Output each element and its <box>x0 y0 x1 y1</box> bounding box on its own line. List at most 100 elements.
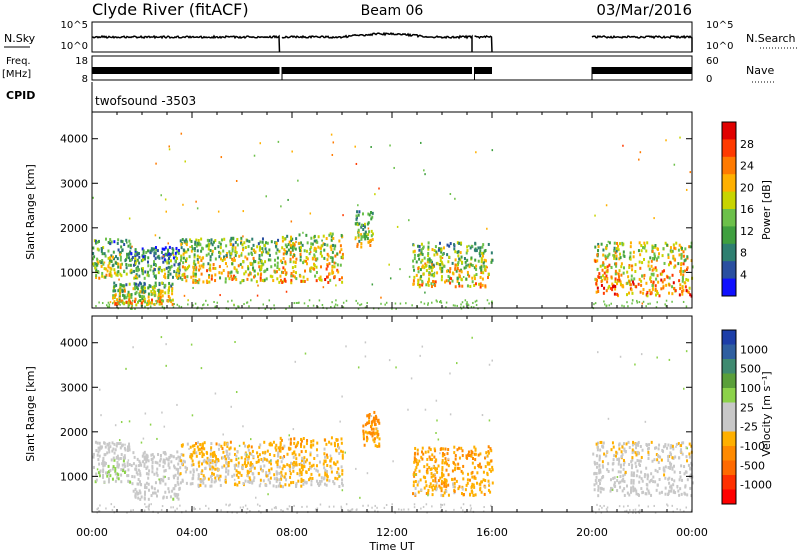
rti-cell <box>635 465 638 469</box>
rti-cell <box>664 241 667 245</box>
rti-cell <box>442 246 445 250</box>
y-tick-label: 3000 <box>60 177 88 190</box>
rti-cell <box>140 282 143 286</box>
rti-cell <box>372 418 375 422</box>
rti-nearrange <box>105 507 107 510</box>
rti-cell <box>471 276 474 280</box>
rti-cell <box>153 274 156 278</box>
rti-cell <box>630 264 633 268</box>
rti-cell <box>145 250 148 254</box>
rti-cell <box>191 247 194 251</box>
rti-cell <box>491 481 494 485</box>
rti-cell <box>106 269 109 273</box>
rti-cell <box>182 459 185 463</box>
rti-cell <box>177 251 180 255</box>
rti-cell <box>253 275 256 279</box>
rti-cell <box>431 266 434 270</box>
rti-cell <box>214 257 217 261</box>
rti-cell <box>333 247 336 251</box>
rti-cell <box>216 474 219 478</box>
rti-cell <box>656 291 659 295</box>
rti-cell <box>290 274 293 278</box>
rti-cell <box>147 274 150 278</box>
rti-cell <box>686 493 689 497</box>
rti-cell <box>185 250 188 254</box>
rti-cell <box>602 441 605 445</box>
rti-cell <box>434 245 437 249</box>
rti-cell <box>305 480 308 484</box>
rti-cell <box>484 465 487 469</box>
rti-cell <box>300 439 303 443</box>
rti-cell <box>248 451 251 455</box>
rti-cell <box>484 479 487 483</box>
rti-nearrange <box>134 307 136 310</box>
rti-cell <box>209 452 212 456</box>
x-axis-labels: 00:00 04:00 08:00 12:00 16:00 20:00 00:00 <box>76 526 708 539</box>
rti-cell <box>164 272 167 276</box>
rti-cell <box>663 469 666 473</box>
rti-cell <box>682 254 685 258</box>
rti-scatter <box>219 294 221 297</box>
rti-cell <box>432 279 435 283</box>
rti-cell <box>262 262 265 266</box>
rti-cell <box>602 248 605 252</box>
rti-cell <box>134 297 137 301</box>
rti-cell <box>681 478 684 482</box>
rti-cell <box>227 464 230 468</box>
rti-cell <box>138 489 141 493</box>
rti-cell <box>145 486 148 490</box>
rti-cell <box>413 474 416 478</box>
rti-cell <box>168 287 171 291</box>
rti-cell <box>644 244 647 248</box>
rti-cell <box>360 225 363 229</box>
rti-cell <box>473 283 476 287</box>
rti-cell <box>427 279 430 283</box>
rti-cell <box>666 243 669 247</box>
rti-cell <box>310 472 313 476</box>
rti-scatter <box>424 408 427 411</box>
rti-scatter <box>184 160 186 163</box>
rti-cell <box>123 294 126 298</box>
rti-cell <box>360 233 363 237</box>
rti-cell <box>618 269 621 273</box>
rti-cell <box>151 464 154 468</box>
colorbar-tick-label: 20 <box>740 181 754 194</box>
rti-scatter <box>408 275 411 278</box>
rti-scatter <box>462 276 465 279</box>
rti-cell <box>668 283 671 287</box>
rti-cell <box>261 469 264 473</box>
rti-cell <box>197 474 200 478</box>
rti-nearrange <box>248 305 250 308</box>
rti-cell <box>126 461 129 465</box>
rti-cell <box>324 459 327 463</box>
rti-scatter <box>168 148 171 151</box>
rti-cell <box>319 482 322 486</box>
rti-cell <box>275 479 278 483</box>
rti-cell <box>299 245 302 249</box>
rti-cell <box>211 471 214 475</box>
rti-cell <box>200 470 203 474</box>
rti-cell <box>657 280 660 284</box>
rti-cell <box>156 255 159 259</box>
rti-scatter <box>675 445 677 448</box>
rti-cell <box>201 445 204 449</box>
rti-nearrange <box>605 508 608 511</box>
rti-cell <box>316 482 319 486</box>
rti-cell <box>683 259 686 263</box>
rti-cell <box>203 458 206 462</box>
rti-cell <box>121 301 124 305</box>
rti-cell <box>235 457 238 461</box>
rti-cell <box>141 269 144 273</box>
rti-scatter <box>288 438 290 441</box>
y-tick-label: 2000 <box>60 222 88 235</box>
rti-cell <box>153 491 156 495</box>
rti-cell <box>673 470 676 474</box>
rti-cell <box>655 268 658 272</box>
rti-cell <box>633 471 636 475</box>
rti-nearrange <box>108 303 111 306</box>
freq-band <box>592 67 692 74</box>
rti-cell <box>440 482 443 486</box>
rti-cell <box>108 477 111 481</box>
rti-cell <box>179 258 182 262</box>
rti-cell <box>149 251 152 255</box>
